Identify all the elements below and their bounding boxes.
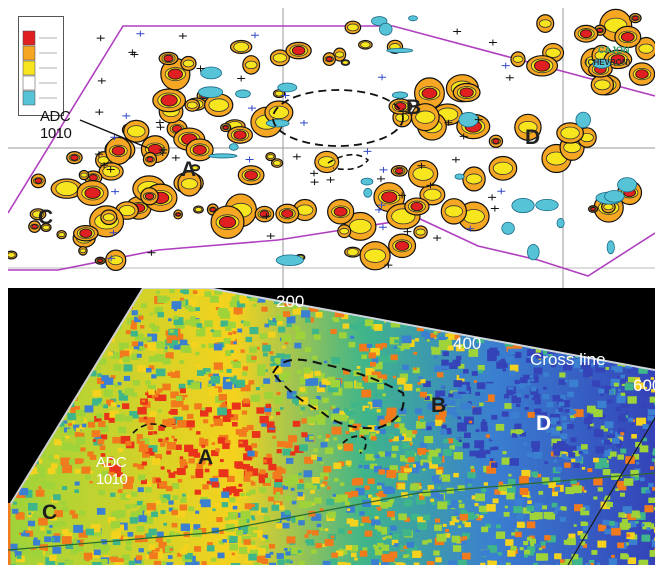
watermark-top-2: (CHEVRON)	[585, 58, 631, 67]
legend-swatch	[22, 30, 36, 46]
attribute-anomalies	[8, 8, 655, 272]
legend-swatch	[22, 90, 36, 106]
inline-grid-line	[8, 472, 655, 551]
label-d-bot: D	[536, 412, 552, 435]
dashed-prospect-outline-bot	[271, 358, 405, 430]
label-b-top: B	[406, 96, 422, 119]
top-map-panel: ADC 1010 A B C D CAJON (CHEVRON)	[8, 8, 655, 288]
well-markers	[94, 28, 514, 269]
dashed-small-outline	[327, 153, 370, 171]
label-d-top: D	[525, 126, 541, 149]
label-a-top: A	[181, 158, 197, 181]
crossline-grid-line	[567, 417, 655, 565]
label-c-bot: C	[42, 501, 58, 524]
well-label-bot: ADC 1010	[96, 454, 128, 488]
well-label-line1-bot: ADC	[96, 454, 127, 471]
legend-swatch	[22, 45, 36, 61]
legend-swatches	[22, 30, 57, 106]
watermark-top: CAJON	[598, 45, 630, 55]
crossline-tick-600: 600	[633, 376, 655, 395]
well-pointer-bot	[132, 423, 169, 434]
bottom-map-svg	[8, 288, 655, 565]
label-c-top: C	[38, 206, 54, 229]
dashed-prospect-outline	[272, 89, 404, 147]
survey-edge-left	[8, 288, 144, 509]
legend-swatch	[22, 75, 36, 91]
label-a-bot: A	[198, 446, 214, 469]
legend-swatch	[22, 60, 36, 76]
well-label-line2-bot: 1010	[96, 471, 128, 488]
dashed-small-outline-bot	[342, 435, 367, 454]
color-legend	[18, 16, 64, 116]
well-pointer-line	[79, 119, 149, 149]
well-label-line1: ADC	[40, 108, 71, 125]
well-label-line2: 1010	[40, 125, 72, 142]
survey-edge-top	[143, 288, 655, 371]
top-map-svg	[8, 8, 655, 288]
crossline-axis-title: Cross line	[530, 350, 606, 369]
crossline-tick-400: 400	[453, 334, 482, 353]
bottom-map-panel: 200 400 600 Cross line ADC 1010 A B C D	[8, 288, 655, 565]
well-label-top: ADC 1010	[40, 108, 72, 142]
label-b-bot: B	[431, 394, 447, 417]
crossline-tick-200: 200	[276, 292, 305, 311]
